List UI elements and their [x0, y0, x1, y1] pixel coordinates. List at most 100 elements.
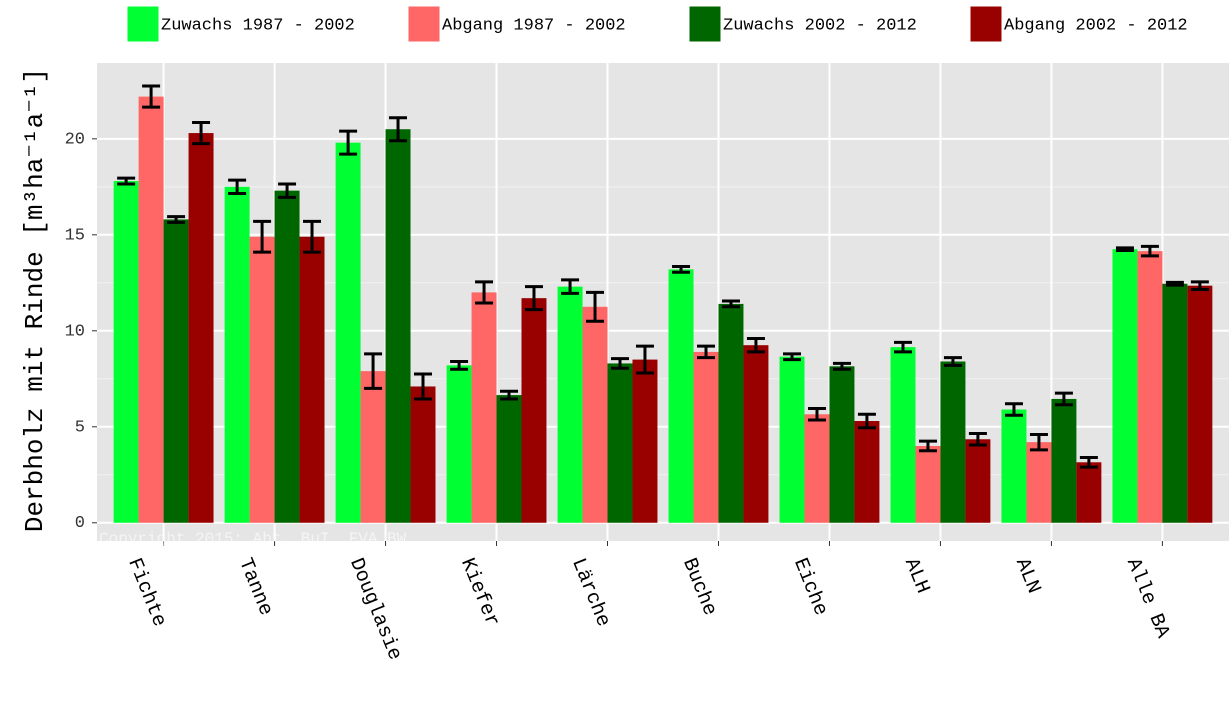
error-bar: [475, 280, 494, 305]
error-bar: [192, 121, 211, 146]
x-tick-label: Lärche: [566, 555, 614, 630]
x-tick-label: Kiefer: [455, 555, 503, 630]
error-bar: [721, 299, 740, 309]
bar: [743, 345, 769, 523]
bar: [607, 363, 633, 523]
y-tick-label: 10: [65, 322, 85, 341]
x-tick-label: Eiche: [788, 555, 832, 619]
x-tick-label: ALN: [1010, 555, 1045, 597]
error-bar: [918, 439, 937, 453]
error-bar: [832, 361, 851, 371]
error-bar: [586, 290, 605, 323]
bar: [249, 236, 275, 523]
bar: [471, 292, 497, 523]
legend-label: Zuwachs 1987 - 2002: [161, 16, 355, 35]
error-bar: [278, 182, 297, 199]
x-tick-label: ALH: [899, 555, 934, 597]
bar: [113, 181, 139, 523]
error-bar: [167, 215, 186, 224]
error-bar: [807, 407, 826, 422]
error-bar: [389, 116, 408, 143]
bar: [804, 414, 830, 523]
error-bar: [142, 84, 161, 109]
x-tick-label: Tanne: [233, 555, 277, 619]
bar: [335, 142, 361, 523]
error-bar: [450, 360, 469, 371]
error-bar: [1004, 402, 1023, 417]
error-bar: [697, 344, 715, 360]
bar: [188, 133, 214, 523]
error-bar: [1029, 432, 1048, 452]
y-tick-label: 20: [65, 130, 85, 149]
bar: [299, 236, 325, 523]
error-bar: [746, 336, 765, 354]
bar: [1112, 249, 1138, 523]
legend-label: Abgang 1987 - 2002: [442, 16, 626, 35]
legend-swatch: [126, 5, 160, 43]
x-tick-label: Buche: [677, 555, 721, 619]
bar: [779, 356, 805, 523]
error-bar: [968, 431, 987, 447]
bar: [632, 359, 658, 523]
bar: [138, 96, 164, 523]
bar: [410, 386, 436, 523]
bar: [1051, 398, 1077, 523]
y-axis-label: Derbholz mit Rinde [m³ha⁻¹a⁻¹]: [20, 68, 50, 532]
annotation: Copyright 2015: Abt. BuI, FVA BW: [99, 530, 407, 548]
bar: [385, 129, 411, 523]
bar: [668, 269, 694, 523]
error-bar: [303, 219, 322, 254]
bar: [557, 286, 583, 523]
error-bar: [672, 264, 691, 274]
bar: [1187, 285, 1213, 523]
bar: [718, 303, 744, 523]
legend-label: Abgang 2002 - 2012: [1004, 16, 1188, 35]
error-bar: [894, 340, 912, 354]
bar: [915, 445, 941, 523]
y-tick-label: 5: [75, 418, 85, 437]
legend-label: Zuwachs 2002 - 2012: [723, 16, 917, 35]
bar: [829, 366, 855, 523]
error-bar: [635, 344, 654, 375]
bar: [1076, 462, 1102, 523]
bar: [693, 351, 719, 523]
bar: [360, 371, 386, 523]
bar: [940, 361, 966, 523]
error-bar: [364, 352, 383, 390]
error-bar: [1054, 391, 1073, 407]
bar: [854, 421, 880, 523]
bar: [521, 298, 547, 523]
y-tick-label: 0: [75, 514, 85, 533]
error-bar: [524, 285, 543, 312]
bar: [224, 186, 250, 523]
bar: [274, 190, 300, 523]
legend-swatch: [688, 5, 722, 43]
error-bar: [414, 372, 432, 401]
bar: [1026, 442, 1052, 523]
bar: [965, 439, 991, 523]
bar: [1001, 409, 1027, 523]
error-bar: [1165, 280, 1184, 287]
legend-swatch: [407, 5, 441, 43]
bar: [496, 395, 522, 523]
error-bar: [611, 357, 629, 370]
y-tick-label: 15: [65, 226, 85, 245]
bar: [890, 347, 916, 523]
error-bar: [1115, 246, 1134, 253]
error-bar: [1140, 244, 1159, 258]
error-bar: [253, 219, 272, 254]
error-bar: [783, 352, 802, 362]
error-bar: [228, 178, 247, 196]
x-tick-label: Fichte: [122, 555, 170, 630]
legend-swatch: [969, 5, 1003, 43]
error-bar: [339, 129, 358, 156]
bar: [1162, 283, 1188, 523]
error-bar: [500, 389, 519, 401]
error-bar: [1190, 280, 1209, 292]
error-bar: [1079, 455, 1098, 469]
error-bar: [943, 356, 962, 367]
error-bar: [561, 278, 580, 295]
bar: [446, 365, 472, 523]
error-bar: [857, 412, 876, 430]
